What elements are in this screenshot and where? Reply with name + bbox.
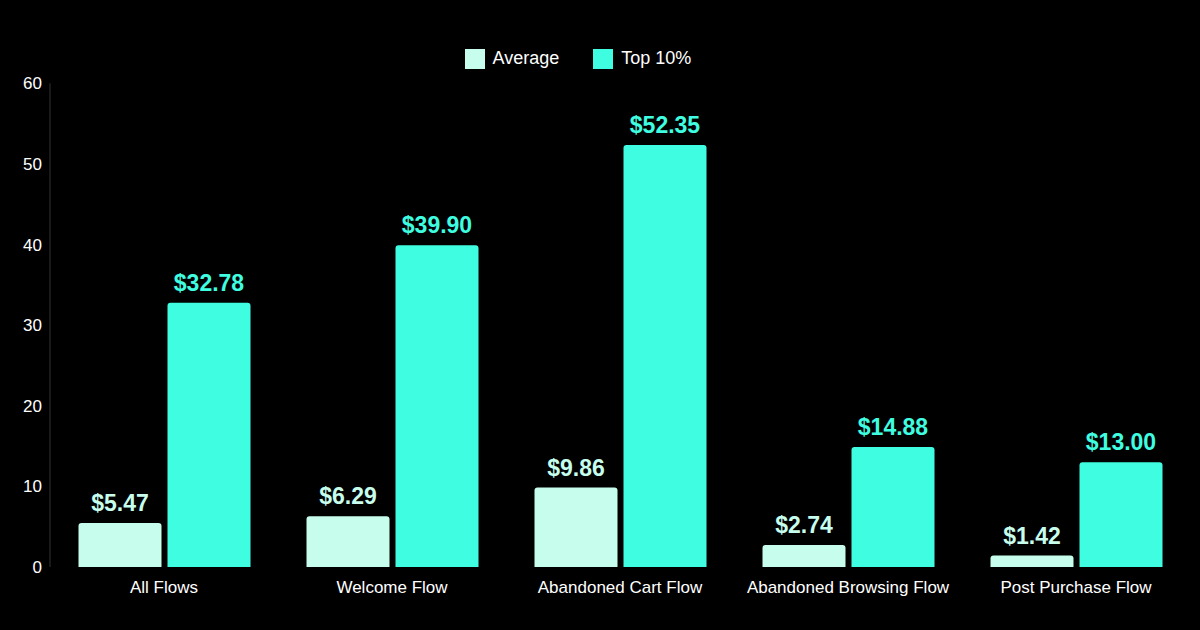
svg-text:$13.00: $13.00 [1086, 429, 1156, 455]
svg-text:Abandoned Browsing Flow: Abandoned Browsing Flow [747, 578, 950, 597]
svg-text:Abandoned Cart Flow: Abandoned Cart Flow [538, 578, 703, 597]
svg-text:60: 60 [23, 74, 42, 93]
svg-text:$2.74: $2.74 [775, 512, 833, 538]
svg-text:$5.47: $5.47 [91, 490, 149, 516]
svg-text:Welcome Flow: Welcome Flow [336, 578, 448, 597]
svg-text:40: 40 [23, 236, 42, 255]
html-text:Top 10%: Top 10% [621, 48, 692, 68]
svg-text:$9.86: $9.86 [547, 455, 605, 481]
svg-text:Post Purchase Flow: Post Purchase Flow [1000, 578, 1152, 597]
svg-text:30: 30 [23, 316, 42, 335]
svg-text:$32.78: $32.78 [174, 270, 245, 296]
svg-text:$14.88: $14.88 [858, 414, 929, 440]
svg-text:$52.35: $52.35 [630, 112, 701, 138]
svg-text:0: 0 [33, 558, 42, 577]
svg-text:$6.29: $6.29 [319, 483, 377, 509]
svg-text:All Flows: All Flows [130, 578, 198, 597]
svg-text:$39.90: $39.90 [402, 212, 472, 238]
svg-text:50: 50 [23, 155, 42, 174]
svg-text:20: 20 [23, 397, 42, 416]
svg-text:$1.42: $1.42 [1003, 523, 1061, 549]
html-text:Average: Average [492, 48, 560, 68]
svg-text:10: 10 [23, 477, 42, 496]
